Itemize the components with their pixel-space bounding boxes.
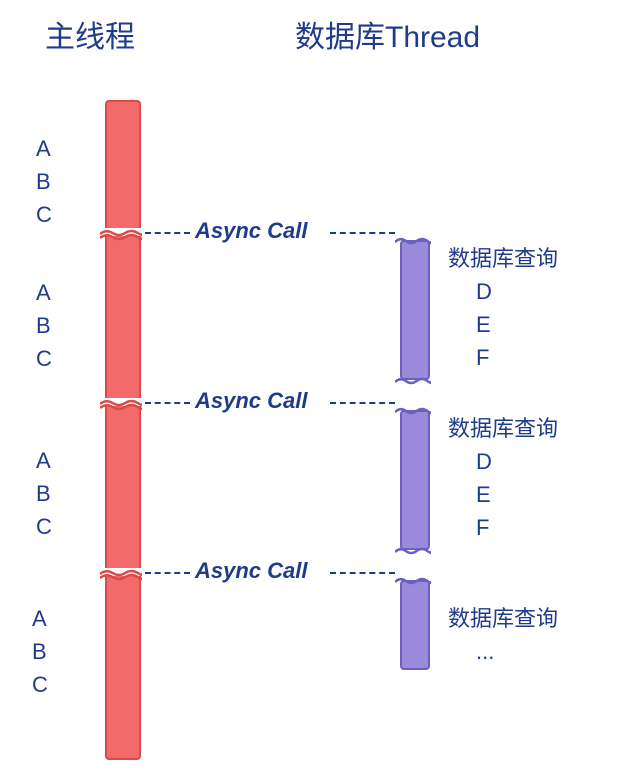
async-dash-right [330,402,395,404]
async-call-label: Async Call [195,388,308,414]
main-bar-break [102,398,144,406]
async-dash-left [145,402,190,404]
db-query-label: 数据库查询DEF [448,242,558,374]
main-thread-header: 主线程 [45,12,135,56]
main-side-label: ABC [32,602,48,701]
main-side-label: ABC [36,132,52,231]
db-bar-cap [397,576,433,584]
db-query-label: 数据库查询... [448,602,558,668]
db-bar-cap [397,406,433,414]
db-thread-bar [400,240,430,380]
async-call-label: Async Call [195,218,308,244]
async-dash-right [330,232,395,234]
db-thread-bar [400,410,430,550]
async-dash-left [145,572,190,574]
main-side-label: ABC [36,276,52,375]
main-bar-break [102,228,144,236]
db-bar-cap [397,546,433,554]
db-query-label: 数据库查询DEF [448,412,558,544]
db-bar-cap [397,376,433,384]
async-call-label: Async Call [195,558,308,584]
main-side-label: ABC [36,444,52,543]
db-bar-cap [397,236,433,244]
async-dash-left [145,232,190,234]
main-thread-bar [105,100,141,760]
db-thread-bar [400,580,430,670]
main-bar-break [102,568,144,576]
db-thread-header: 数据库Thread [295,12,480,56]
async-dash-right [330,572,395,574]
